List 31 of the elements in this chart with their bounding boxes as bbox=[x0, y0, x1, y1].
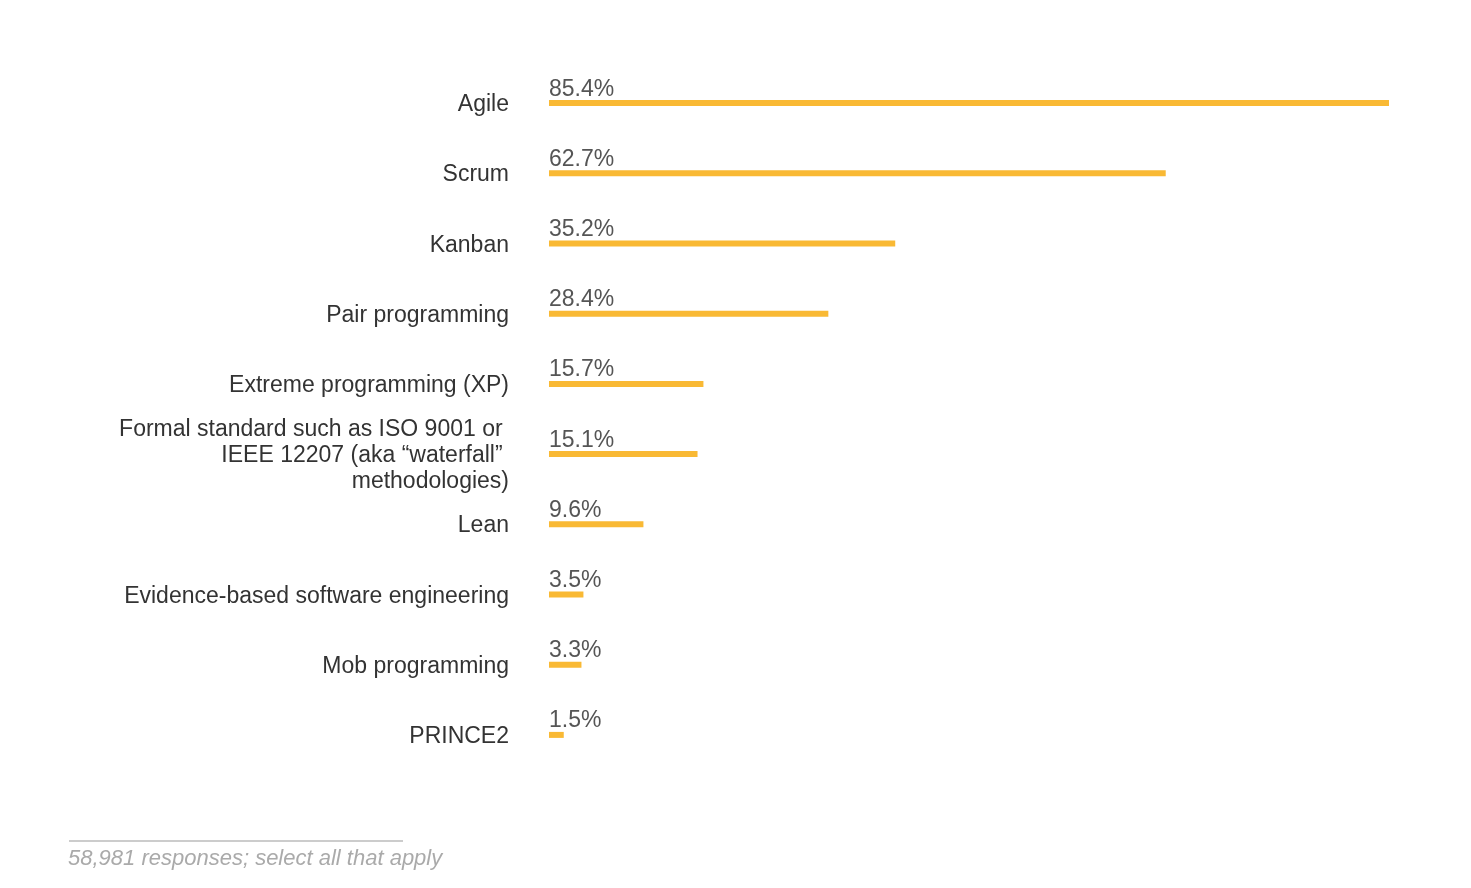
data-label: 35.2% bbox=[549, 215, 615, 241]
data-label: 3.5% bbox=[549, 566, 602, 592]
y-tick-label: Lean bbox=[457, 511, 509, 538]
y-tick-label: Mob programming bbox=[322, 651, 509, 678]
data-label: 15.1% bbox=[549, 425, 615, 452]
bar bbox=[549, 240, 896, 247]
bar bbox=[549, 591, 584, 598]
data-label: 3.3% bbox=[549, 636, 602, 663]
bar bbox=[549, 380, 704, 387]
y-tick-label: Pair programming bbox=[326, 300, 509, 327]
y-tick-label: PRINCE2 bbox=[409, 721, 509, 748]
bar bbox=[549, 100, 1389, 107]
text: 58,981 responses; select all that apply bbox=[68, 844, 445, 870]
y-tick-label: Formal standard such as ISO 9001 or IEEE 12207 (aka “waterfall” methodologies) bbox=[119, 415, 509, 494]
data-label: 28.4% bbox=[549, 285, 615, 312]
bar bbox=[549, 521, 644, 528]
bar bbox=[549, 731, 564, 738]
bar bbox=[549, 170, 1166, 177]
y-tick-label: Evidence-based software engineering bbox=[124, 581, 509, 608]
data-label: 85.4% bbox=[549, 74, 615, 101]
y-tick-label: Extreme programming (XP) bbox=[229, 370, 509, 397]
data-label: 62.7% bbox=[549, 144, 615, 171]
data-label: 1.5% bbox=[549, 706, 602, 733]
y-tick-label: Scrum bbox=[442, 160, 509, 187]
data-label: 15.7% bbox=[549, 355, 615, 382]
bar bbox=[549, 310, 829, 317]
y-tick-label: Agile bbox=[457, 90, 509, 117]
y-tick-label: Kanban bbox=[429, 230, 509, 257]
bar bbox=[549, 451, 698, 458]
bar bbox=[549, 661, 582, 668]
data-label: 9.6% bbox=[549, 495, 602, 522]
